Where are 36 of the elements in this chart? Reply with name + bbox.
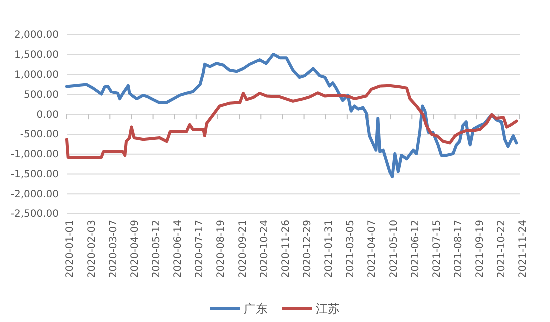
- x-tick-label: 2020-10-24: [259, 220, 270, 278]
- y-tick-label: 1,500.00: [14, 50, 59, 62]
- x-tick-label: 2021-08-17: [454, 220, 465, 278]
- x-tick-label: 2020-02-03: [86, 220, 98, 278]
- x-tick-label: 2021-05-10: [388, 220, 400, 278]
- x-tick-label: 2021-03-05: [346, 220, 357, 278]
- x-tick-label: 2020-04-09: [130, 220, 141, 278]
- y-tick-label: -1,500.00: [10, 169, 59, 180]
- legend-label: 广东: [244, 302, 268, 316]
- x-tick-label: 2020-07-17: [194, 220, 206, 278]
- line-series: [66, 84, 518, 160]
- y-tick-label: 0.00: [36, 110, 59, 121]
- y-tick-label: 1,000.00: [14, 70, 59, 81]
- x-tick-label: 2021-06-12: [410, 220, 422, 278]
- x-tick-label: 2020-08-19: [216, 220, 228, 278]
- x-tick-label: 2021-04-07: [367, 220, 378, 278]
- x-tick-label: 2020-06-14: [173, 220, 184, 278]
- legend-label: 江苏: [316, 302, 340, 316]
- x-tick-label: 2021-11-24: [518, 220, 530, 278]
- x-tick-label: 2021-10-22: [496, 220, 508, 278]
- x-tick-label: 2021-01-31: [324, 220, 336, 278]
- x-tick-label: 2020-09-21: [238, 220, 249, 278]
- y-tick-label: -2,000.00: [10, 189, 59, 200]
- x-tick-label: 2020-01-01: [65, 220, 76, 278]
- y-tick-label: -1,000.00: [10, 150, 59, 161]
- y-tick-label: 2,000.00: [14, 30, 59, 42]
- x-tick-label: 2020-03-07: [108, 220, 120, 278]
- x-tick-label: 2020-05-12: [152, 220, 163, 278]
- y-tick-label: -2,500.00: [10, 209, 59, 220]
- y-tick-label: -500.00: [20, 130, 59, 141]
- y-tick-label: 500.00: [24, 90, 59, 101]
- x-tick-label: 2021-07-15: [432, 220, 443, 278]
- x-tick-label: 2020-12-29: [302, 220, 314, 278]
- x-tick-label: 2021-09-19: [475, 220, 486, 278]
- line-series: [66, 52, 518, 179]
- x-tick-label: 2020-11-26: [280, 220, 292, 278]
